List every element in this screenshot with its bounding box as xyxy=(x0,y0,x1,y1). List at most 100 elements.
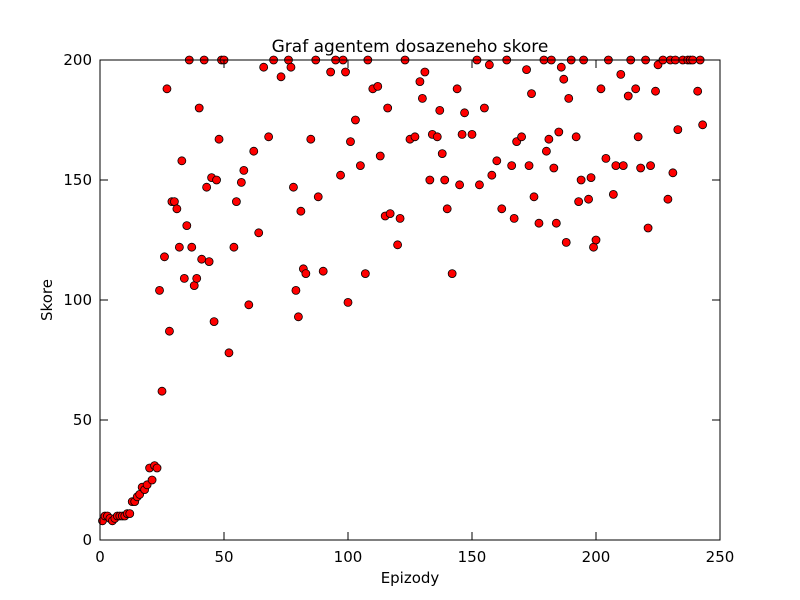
data-point xyxy=(244,300,254,310)
data-point xyxy=(616,70,626,79)
data-point xyxy=(293,312,303,322)
data-point xyxy=(492,156,502,166)
data-point xyxy=(239,165,249,175)
data-point xyxy=(204,257,214,267)
data-point xyxy=(591,235,601,245)
data-point xyxy=(375,151,385,161)
data-point xyxy=(643,223,653,233)
data-point xyxy=(172,204,182,214)
data-point xyxy=(425,175,435,185)
data-point xyxy=(162,84,172,94)
data-point xyxy=(410,132,420,142)
data-point xyxy=(417,94,427,103)
data-point xyxy=(306,134,316,144)
data-point xyxy=(455,180,465,190)
x-tick-label: 0 xyxy=(95,548,105,566)
data-point xyxy=(601,153,611,163)
data-point xyxy=(209,317,219,327)
data-point xyxy=(693,86,703,96)
data-point xyxy=(618,161,628,171)
data-point xyxy=(554,127,564,137)
data-point xyxy=(343,297,353,307)
x-tick-label: 250 xyxy=(706,548,735,566)
y-tick-label: 50 xyxy=(73,411,92,429)
data-point xyxy=(187,242,197,252)
data-point xyxy=(236,177,246,187)
data-point xyxy=(663,194,673,204)
data-point xyxy=(355,161,365,171)
y-tick-label: 0 xyxy=(82,531,92,549)
data-point xyxy=(544,134,554,144)
data-point xyxy=(435,106,445,115)
data-point xyxy=(460,108,469,118)
data-point xyxy=(574,197,584,207)
data-point xyxy=(313,192,323,202)
data-point xyxy=(522,65,531,74)
data-point xyxy=(457,129,467,139)
data-point xyxy=(264,132,274,142)
data-point xyxy=(212,175,221,185)
data-point xyxy=(373,82,383,91)
data-point xyxy=(651,86,660,96)
data-point xyxy=(589,242,598,252)
data-point xyxy=(326,67,336,77)
data-point xyxy=(447,269,457,279)
data-point xyxy=(214,134,224,144)
data-point xyxy=(383,103,393,113)
data-point xyxy=(301,269,311,279)
data-point xyxy=(452,84,462,94)
data-point xyxy=(623,91,633,101)
data-point xyxy=(197,254,207,264)
data-point xyxy=(475,180,484,190)
data-point xyxy=(668,168,678,178)
data-point xyxy=(289,182,298,192)
data-point xyxy=(336,170,345,180)
data-point xyxy=(509,213,519,223)
data-point xyxy=(169,197,179,207)
data-point xyxy=(341,67,350,77)
data-point xyxy=(249,146,259,156)
data-point xyxy=(318,266,328,276)
data-point xyxy=(497,204,507,214)
data-point xyxy=(542,146,551,156)
data-point xyxy=(420,67,430,77)
data-point xyxy=(351,115,360,125)
data-point xyxy=(534,218,544,228)
y-tick-label: 150 xyxy=(63,171,92,189)
data-point xyxy=(393,240,403,250)
data-point xyxy=(631,84,641,94)
data-point xyxy=(673,125,683,135)
data-point xyxy=(467,129,477,139)
data-point xyxy=(157,386,167,396)
data-point xyxy=(437,149,447,159)
data-point xyxy=(559,74,569,84)
data-point xyxy=(442,204,452,214)
data-point xyxy=(360,269,370,279)
x-tick-label: 50 xyxy=(214,548,233,566)
data-point xyxy=(484,60,494,70)
y-axis-label: Skore xyxy=(38,279,56,321)
data-point xyxy=(564,94,574,103)
data-point xyxy=(291,285,301,295)
data-point xyxy=(147,475,157,485)
data-point xyxy=(551,218,561,228)
x-tick-label: 100 xyxy=(334,548,363,566)
data-point xyxy=(487,170,497,180)
data-point xyxy=(571,132,581,142)
data-point xyxy=(259,62,269,72)
data-point xyxy=(152,463,162,473)
data-point xyxy=(608,189,618,199)
data-point xyxy=(286,62,296,72)
data-point xyxy=(633,132,643,142)
x-axis-ticks: 0 50 100 150 200 250 xyxy=(95,60,734,566)
data-point xyxy=(527,89,536,98)
data-point xyxy=(440,175,450,185)
x-tick-label: 200 xyxy=(582,548,611,566)
data-point xyxy=(432,132,442,142)
data-point xyxy=(529,192,539,202)
data-point xyxy=(576,175,586,185)
data-point xyxy=(179,273,189,283)
data-point xyxy=(192,273,202,283)
